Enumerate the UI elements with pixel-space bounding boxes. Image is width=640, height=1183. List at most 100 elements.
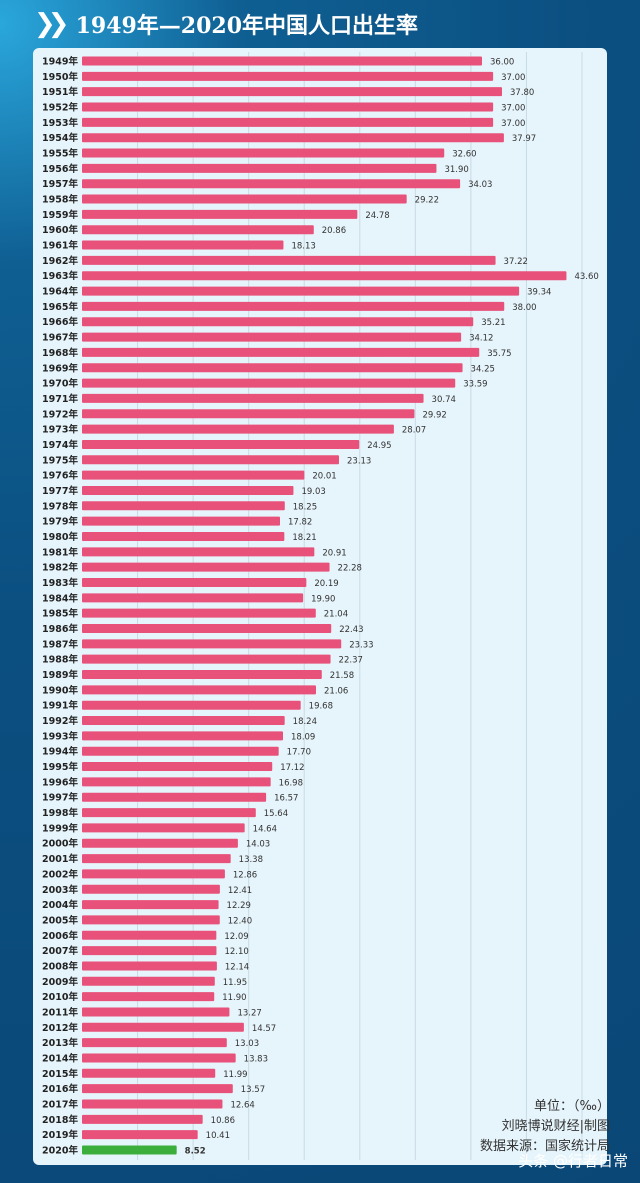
y-tick-label: 1962年 bbox=[42, 255, 78, 267]
y-tick-label: 2016年 bbox=[42, 1083, 78, 1095]
data-label: 11.95 bbox=[223, 978, 247, 988]
data-label: 20.19 bbox=[314, 579, 338, 589]
y-tick-label: 1988年 bbox=[42, 654, 78, 666]
data-label: 18.25 bbox=[293, 502, 317, 512]
data-label: 18.09 bbox=[291, 732, 315, 742]
y-tick-label: 1958年 bbox=[42, 194, 78, 206]
data-label: 43.60 bbox=[574, 272, 598, 282]
bar bbox=[82, 516, 280, 526]
data-label: 12.09 bbox=[224, 932, 248, 942]
y-tick-label: 1983年 bbox=[42, 577, 78, 589]
y-tick-label: 2009年 bbox=[42, 976, 78, 988]
bar bbox=[82, 163, 437, 173]
bar bbox=[82, 1084, 233, 1094]
y-tick-label: 2014年 bbox=[42, 1052, 78, 1064]
bar bbox=[82, 762, 273, 772]
bar bbox=[82, 1022, 244, 1032]
data-label: 11.99 bbox=[223, 1070, 247, 1080]
chart-notes: 单位：（‰） 刘晓博说财经|制图 数据来源：国家统计局 bbox=[480, 1097, 610, 1157]
bar bbox=[82, 624, 332, 634]
data-label: 12.14 bbox=[225, 962, 249, 972]
y-tick-label: 2003年 bbox=[42, 884, 78, 896]
y-tick-label: 2020年 bbox=[42, 1145, 78, 1157]
data-label: 37.00 bbox=[501, 119, 525, 129]
bar bbox=[82, 685, 316, 695]
data-label: 23.33 bbox=[349, 640, 373, 650]
data-label: 8.52 bbox=[185, 1147, 206, 1157]
data-label: 21.58 bbox=[330, 671, 354, 681]
y-tick-label: 1966年 bbox=[42, 316, 78, 328]
bar bbox=[82, 225, 314, 235]
y-tick-label: 1960年 bbox=[42, 224, 78, 236]
data-label: 22.43 bbox=[339, 625, 363, 635]
y-tick-label: 1973年 bbox=[42, 424, 78, 436]
data-label: 13.83 bbox=[244, 1054, 268, 1064]
bar bbox=[82, 1068, 216, 1078]
data-label: 16.57 bbox=[274, 794, 298, 804]
data-label: 14.03 bbox=[246, 840, 270, 850]
y-tick-label: 1996年 bbox=[42, 776, 78, 788]
title-row: ❯❯ 1949年—2020年中国人口出生率 bbox=[34, 8, 418, 40]
data-label: 21.04 bbox=[324, 610, 348, 620]
y-tick-label: 1998年 bbox=[42, 807, 78, 819]
bar bbox=[82, 347, 480, 357]
data-label: 10.41 bbox=[206, 1131, 230, 1141]
y-tick-label: 2000年 bbox=[42, 838, 78, 850]
y-tick-label: 1985年 bbox=[42, 608, 78, 620]
data-label: 18.21 bbox=[292, 533, 316, 543]
y-tick-label: 1995年 bbox=[42, 761, 78, 773]
data-label: 20.01 bbox=[312, 472, 336, 482]
bar bbox=[82, 378, 456, 388]
y-tick-label: 2017年 bbox=[42, 1098, 78, 1110]
bar bbox=[82, 547, 315, 557]
y-tick-label: 1953年 bbox=[42, 117, 78, 129]
y-tick-label: 1968年 bbox=[42, 347, 78, 359]
bar bbox=[82, 470, 305, 480]
bar bbox=[82, 301, 505, 311]
data-label: 13.38 bbox=[239, 855, 263, 865]
y-tick-label: 1987年 bbox=[42, 638, 78, 650]
data-label: 17.82 bbox=[288, 518, 312, 528]
y-tick-label: 1957年 bbox=[42, 178, 78, 190]
bar bbox=[82, 1053, 236, 1063]
data-label: 29.92 bbox=[422, 410, 446, 420]
bar bbox=[82, 271, 567, 281]
bar bbox=[82, 562, 330, 572]
data-label: 34.03 bbox=[468, 180, 492, 190]
data-label: 12.29 bbox=[227, 901, 251, 911]
data-label: 30.74 bbox=[432, 395, 456, 405]
y-tick-label: 1952年 bbox=[42, 102, 78, 114]
data-label: 12.86 bbox=[233, 870, 257, 880]
data-label: 17.70 bbox=[287, 748, 311, 758]
bar bbox=[82, 240, 284, 250]
data-label: 28.07 bbox=[402, 426, 426, 436]
y-tick-label: 1972年 bbox=[42, 408, 78, 420]
y-tick-label: 2012年 bbox=[42, 1022, 78, 1034]
bar bbox=[82, 992, 215, 1002]
bar bbox=[82, 838, 238, 848]
data-label: 12.10 bbox=[224, 947, 248, 957]
y-tick-label: 1963年 bbox=[42, 270, 78, 282]
bar bbox=[82, 639, 342, 649]
y-tick-label: 2015年 bbox=[42, 1068, 78, 1080]
data-label: 20.91 bbox=[322, 548, 346, 558]
y-tick-label: 2001年 bbox=[42, 853, 78, 865]
bar bbox=[82, 439, 360, 449]
data-label: 13.03 bbox=[235, 1039, 259, 1049]
data-label: 38.00 bbox=[512, 303, 536, 313]
bar bbox=[82, 1114, 203, 1124]
y-tick-label: 1986年 bbox=[42, 623, 78, 635]
bar bbox=[82, 133, 504, 143]
bar bbox=[82, 501, 285, 511]
bar bbox=[82, 194, 407, 204]
bar bbox=[82, 1145, 177, 1155]
y-tick-label: 1992年 bbox=[42, 715, 78, 727]
data-label: 23.13 bbox=[347, 456, 371, 466]
data-label: 33.59 bbox=[463, 380, 487, 390]
bar bbox=[82, 332, 462, 342]
y-tick-label: 1979年 bbox=[42, 516, 78, 528]
data-label: 37.22 bbox=[504, 257, 528, 267]
data-label: 13.57 bbox=[241, 1085, 265, 1095]
chart-title: 1949年—2020年中国人口出生率 bbox=[75, 13, 419, 39]
